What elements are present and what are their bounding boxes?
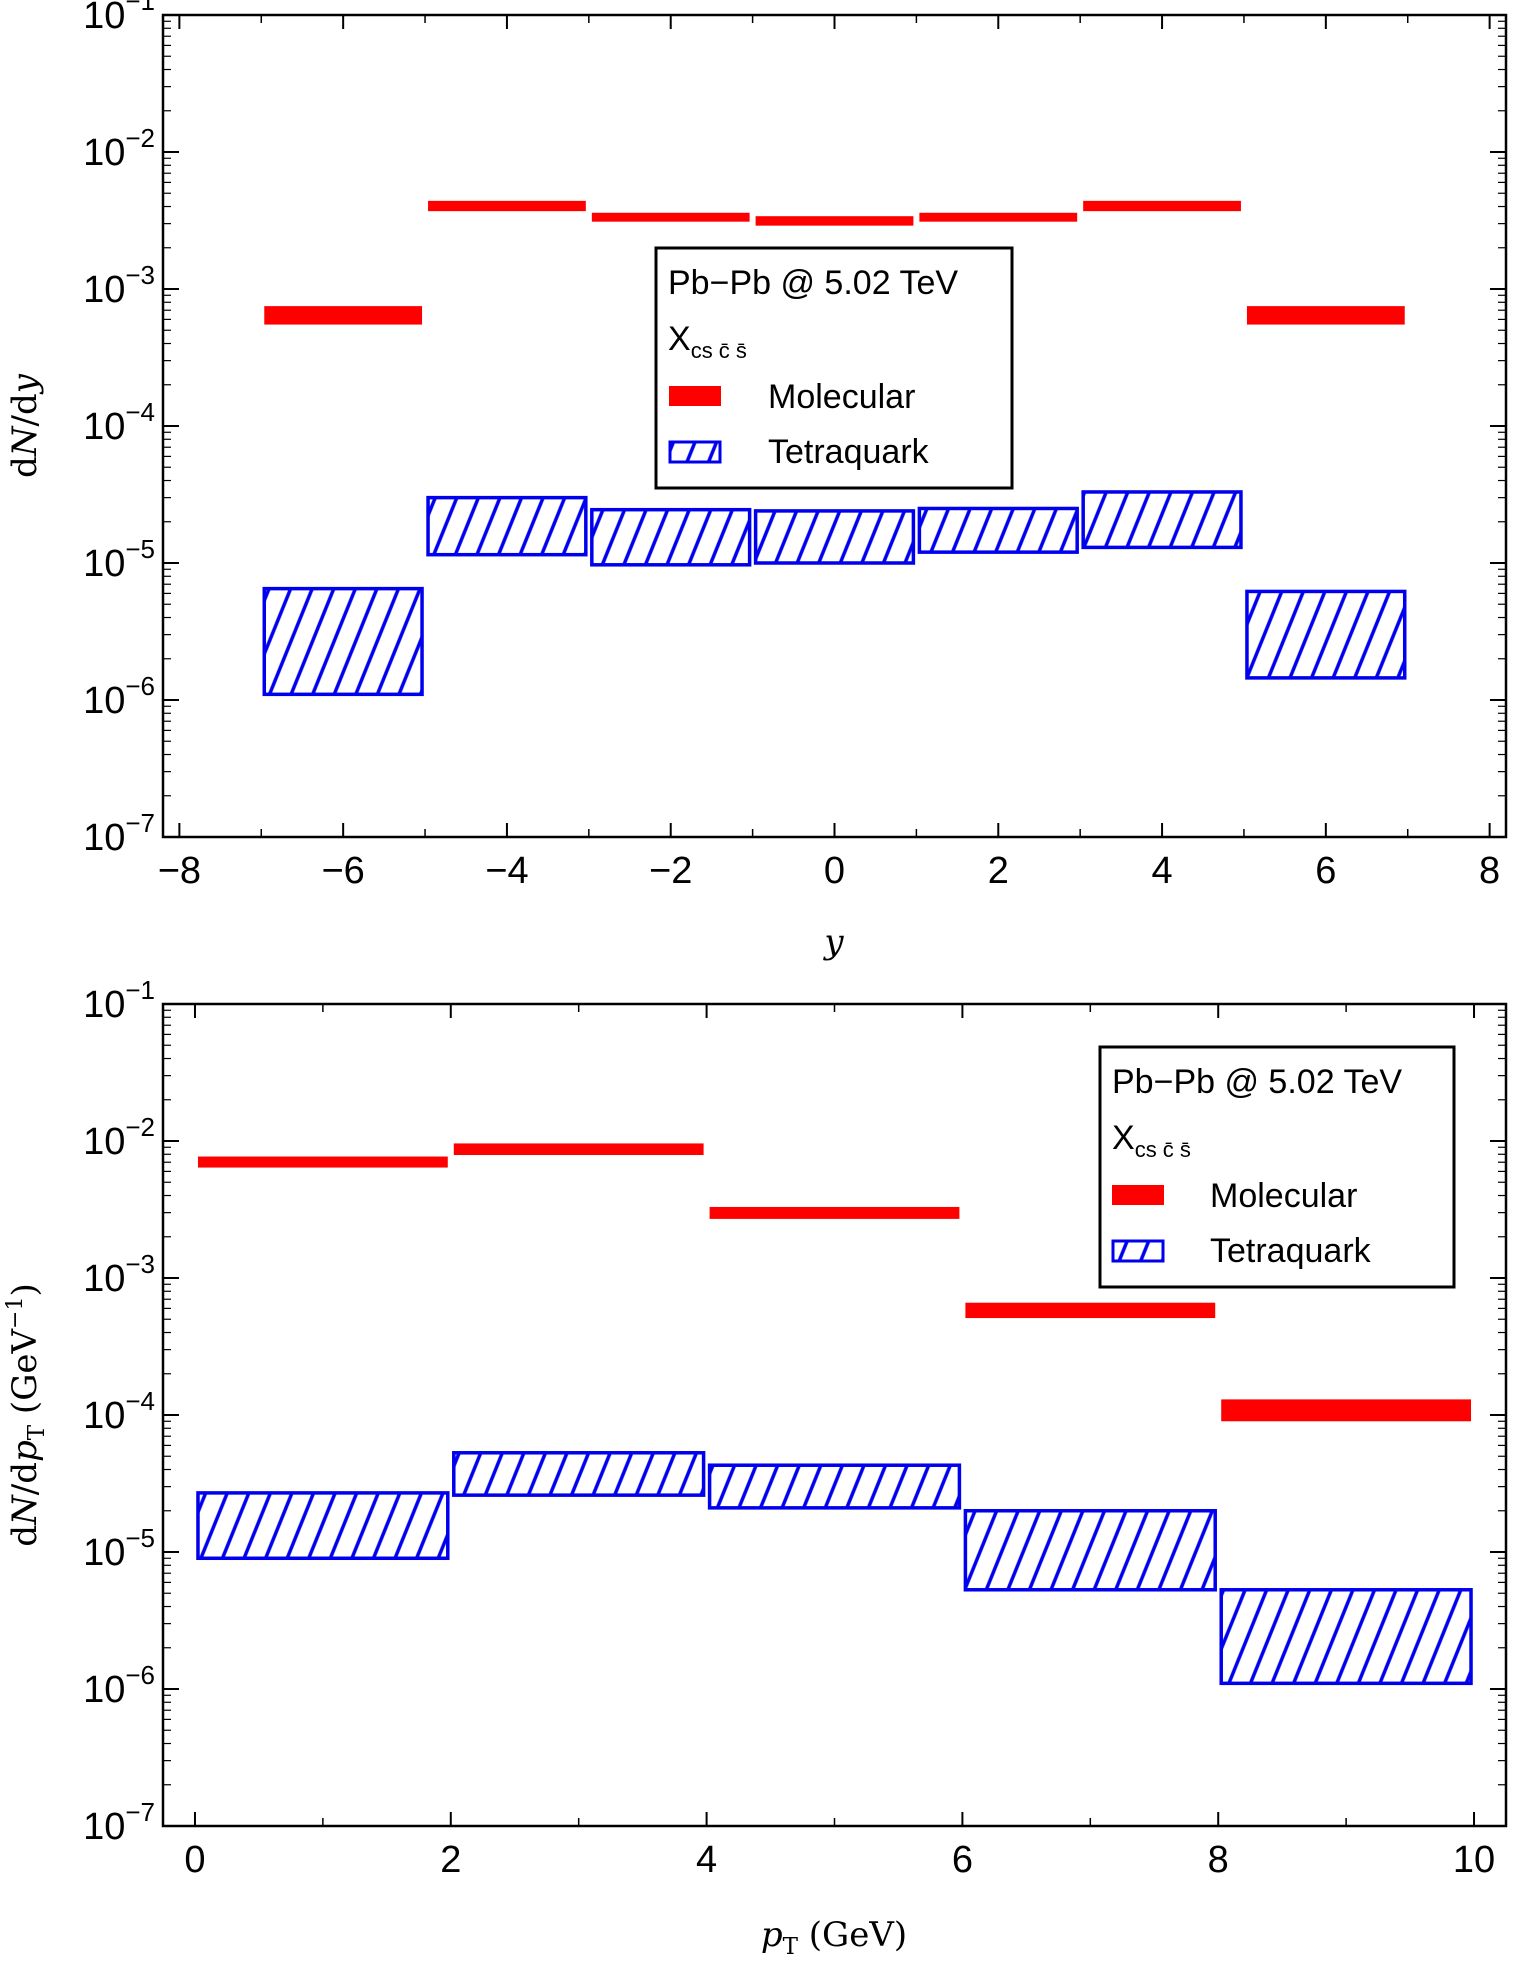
rapidity-y-tick-label: 10−3 <box>83 260 155 311</box>
rapidity-x-tick-label: −2 <box>649 850 692 892</box>
rapidity-y-tick-label: 10−2 <box>83 123 155 174</box>
rapidity-tetraquark-band <box>1081 490 1243 550</box>
rapidity-tetraquark-band <box>426 495 588 557</box>
rapidity-y-tick-label: 10−5 <box>83 534 155 585</box>
pt-tetraquark-band <box>707 1463 962 1510</box>
pt-legend-tetraquark-label: Tetraquark <box>1210 1232 1372 1270</box>
rapidity-molecular-band <box>1246 306 1405 325</box>
pt-tetraquark-band <box>1219 1588 1473 1686</box>
pt-y-tick-label: 10−6 <box>83 1660 155 1711</box>
pt-legend-particle: Xcs c̄ s̄ <box>1112 1119 1191 1162</box>
rapidity-series-molecular <box>264 200 1405 325</box>
rapidity-y-tick-labels: 10−1 10−2 10−3 10−4 10−5 10−6 10−7 <box>83 0 155 859</box>
pt-legend-title: Pb−Pb @ 5.02 TeV <box>1112 1063 1402 1101</box>
rapidity-molecular-band <box>919 212 1078 222</box>
pt-y-tick-label: 10−7 <box>83 1797 155 1848</box>
rapidity-legend-tetraquark-swatch <box>668 440 722 464</box>
rapidity-legend-molecular-label: Molecular <box>768 378 915 416</box>
rapidity-x-tick-label: −4 <box>485 850 528 892</box>
pt-panel: 0 2 4 6 8 10 10−1 10−2 10−3 10−4 10−5 10−6 10−7 pT … <box>3 975 1508 1960</box>
rapidity-tetraquark-band <box>917 506 1079 554</box>
rapidity-panel: −8 −6 −4 −2 0 2 4 6 8 10−110−210−310−410−510−610… <box>5 0 1508 962</box>
rapidity-legend-title: Pb−Pb @ 5.02 TeV <box>668 264 958 302</box>
rapidity-legend-particle: Xcs c̄ s̄ <box>668 320 747 363</box>
pt-legend-tetraquark-swatch <box>1111 1239 1165 1263</box>
rapidity-series-tetraquark <box>262 490 1407 697</box>
pt-x-tick-label: 4 <box>696 1839 717 1881</box>
pt-y-axis-title: dN/dpT (GeV−1) <box>3 1283 50 1546</box>
rapidity-tetraquark-band <box>590 507 752 567</box>
rapidity-tetraquark-band <box>1245 589 1407 680</box>
pt-legend: Pb−Pb @ 5.02 TeV Xcs c̄ s̄ Molecular Tet… <box>1098 1045 1456 1289</box>
pt-x-axis-title: pT (GeV) <box>761 1915 907 1960</box>
pt-legend-molecular-label: Molecular <box>1210 1177 1357 1215</box>
pt-tetraquark-band <box>452 1451 706 1497</box>
rapidity-x-tick-label: 0 <box>824 850 845 892</box>
rapidity-x-tick-labels: −8 −6 −4 −2 0 2 4 6 8 <box>158 850 1500 892</box>
rapidity-x-axis-title: y <box>822 922 844 962</box>
pt-molecular-band <box>1221 1399 1472 1422</box>
pt-y-tick-labels: 10−1 10−2 10−3 10−4 10−5 10−6 10−7 <box>83 975 155 1848</box>
rapidity-plot-area <box>262 200 1407 697</box>
rapidity-x-tick-label: 6 <box>1315 850 1336 892</box>
rapidity-molecular-band <box>1083 200 1241 212</box>
pt-series-tetraquark <box>196 1451 1473 1686</box>
pt-y-tick-label: 10−1 <box>83 975 155 1026</box>
pt-molecular-band <box>197 1156 448 1168</box>
rapidity-y-tick-label: 10−7 <box>83 808 155 859</box>
pt-y-tick-label: 10−4 <box>83 1386 155 1437</box>
rapidity-molecular-band <box>264 306 423 325</box>
rapidity-molecular-band <box>591 212 750 222</box>
pt-series-molecular <box>197 1143 1472 1422</box>
rapidity-tetraquark-band <box>753 509 916 565</box>
pt-legend-molecular-swatch <box>1112 1185 1164 1205</box>
pt-x-tick-label: 0 <box>184 1839 205 1881</box>
pt-x-tick-label: 8 <box>1208 1839 1229 1881</box>
rapidity-x-tick-label: 4 <box>1151 850 1172 892</box>
pt-x-tick-label: 6 <box>952 1839 973 1881</box>
rapidity-legend-tetraquark-label: Tetraquark <box>768 433 930 471</box>
pt-tetraquark-band <box>196 1491 450 1561</box>
pt-tetraquark-band <box>963 1509 1217 1592</box>
pt-y-tick-label: 10−5 <box>83 1523 155 1574</box>
pt-molecular-band <box>709 1206 960 1219</box>
rapidity-x-tick-label: 8 <box>1479 850 1500 892</box>
rapidity-y-tick-label: 10−4 <box>83 397 155 448</box>
rapidity-x-tick-label: −8 <box>158 850 201 892</box>
pt-molecular-band <box>453 1143 704 1156</box>
rapidity-y-tick-label: 10−6 <box>83 671 155 722</box>
rapidity-molecular-band <box>428 200 586 212</box>
pt-plot-area <box>196 1143 1473 1686</box>
rapidity-molecular-band <box>755 216 914 226</box>
pt-y-tick-label: 10−3 <box>83 1249 155 1300</box>
rapidity-x-tick-label: −6 <box>321 850 364 892</box>
rapidity-legend-molecular-swatch <box>669 386 721 406</box>
pt-y-tick-label: 10−2 <box>83 1112 155 1163</box>
rapidity-y-tick-label: 10−1 <box>83 0 155 37</box>
rapidity-tetraquark-band <box>262 586 424 697</box>
rapidity-legend: Pb−Pb @ 5.02 TeV Xcs c̄ s̄ Molecular Tet… <box>654 246 1014 490</box>
rapidity-ticks <box>163 14 1506 838</box>
pt-molecular-band <box>965 1302 1216 1319</box>
pt-x-tick-label: 2 <box>440 1839 461 1881</box>
pt-x-tick-label: 10 <box>1453 1839 1495 1881</box>
pt-x-tick-labels: 0 2 4 6 8 10 <box>184 1839 1495 1881</box>
rapidity-x-tick-label: 2 <box>988 850 1009 892</box>
pt-ticks <box>163 1003 1506 1827</box>
rapidity-y-axis-title: dN/dy <box>5 373 45 478</box>
